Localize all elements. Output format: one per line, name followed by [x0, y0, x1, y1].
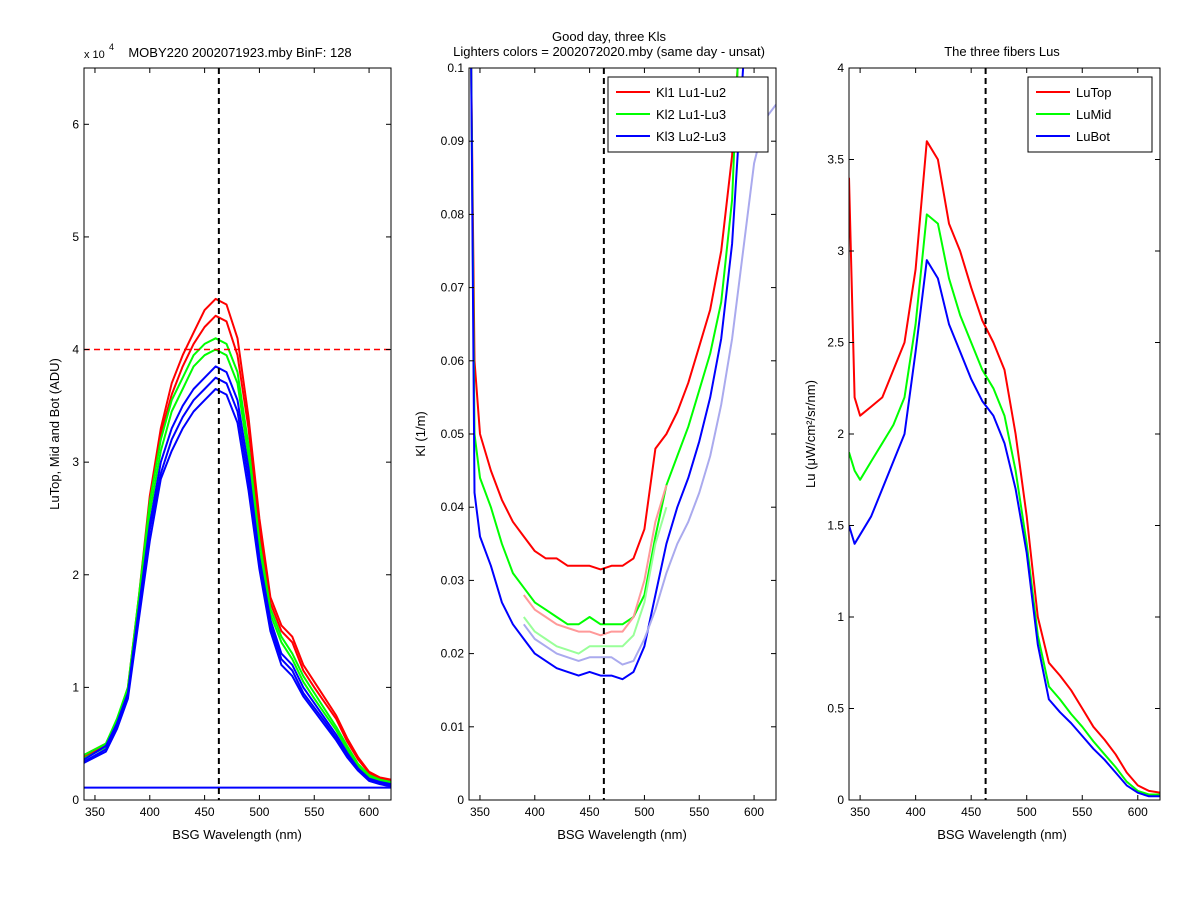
- y-tick-label: 0: [72, 793, 79, 807]
- legend-entry-label: Kl2 Lu1-Lu3: [656, 107, 726, 122]
- panel-title: Good day, three Kls: [552, 29, 666, 44]
- y-axis-label: Kl (1/m): [413, 411, 428, 457]
- y-tick-label: 3.5: [827, 153, 844, 167]
- y-tick-label: 5: [72, 230, 79, 244]
- y-tick-label: 0.01: [441, 720, 465, 734]
- y-tick-label: 6: [72, 117, 79, 131]
- exponent-label: x 10: [84, 49, 105, 61]
- y-tick-label: 0.05: [441, 427, 465, 441]
- y-tick-label: 0.06: [441, 354, 465, 368]
- x-tick-label: 400: [140, 805, 160, 819]
- x-tick-label: 450: [961, 805, 981, 819]
- y-tick-label: 1: [837, 610, 844, 624]
- legend-entry-label: LuMid: [1076, 107, 1111, 122]
- figure-background: [0, 0, 1200, 900]
- y-tick-label: 0.03: [441, 573, 465, 587]
- y-tick-label: 0.02: [441, 647, 465, 661]
- panel-subtitle: Lighters colors = 2002072020.mby (same d…: [453, 44, 765, 59]
- y-tick-label: 0: [457, 793, 464, 807]
- y-axis-label: LuTop, Mid and Bot (ADU): [47, 358, 62, 510]
- y-tick-label: 4: [72, 343, 79, 357]
- y-tick-label: 0: [837, 793, 844, 807]
- figure: MOBY220 2002071923.mby BinF: 128 x 10 4 …: [0, 0, 1200, 900]
- x-tick-label: 350: [470, 805, 490, 819]
- y-tick-label: 0.07: [441, 281, 465, 295]
- y-axis-label: Lu (μW/cm²/sr/nm): [803, 380, 818, 488]
- legend-entry-label: Kl3 Lu2-Lu3: [656, 129, 726, 144]
- panel-title: MOBY220 2002071923.mby BinF: 128: [128, 45, 351, 60]
- y-tick-label: 0.5: [827, 702, 844, 716]
- x-tick-label: 600: [1128, 805, 1148, 819]
- y-tick-label: 4: [837, 61, 844, 75]
- legend: Kl1 Lu1-Lu2 Kl2 Lu1-Lu3 Kl3 Lu2-Lu3: [608, 77, 768, 152]
- y-tick-label: 2.5: [827, 336, 844, 350]
- x-tick-label: 500: [1017, 805, 1037, 819]
- legend-entry-label: Kl1 Lu1-Lu2: [656, 85, 726, 100]
- y-tick-label: 2: [837, 427, 844, 441]
- x-tick-label: 550: [1072, 805, 1092, 819]
- x-tick-label: 550: [304, 805, 324, 819]
- x-tick-label: 400: [906, 805, 926, 819]
- y-tick-label: 0.1: [447, 61, 464, 75]
- panel-title: The three fibers Lus: [944, 44, 1060, 59]
- y-tick-label: 3: [837, 244, 844, 258]
- y-tick-label: 1: [72, 680, 79, 694]
- x-tick-label: 600: [359, 805, 379, 819]
- y-tick-label: 1.5: [827, 519, 844, 533]
- x-tick-label: 500: [249, 805, 269, 819]
- x-tick-label: 600: [744, 805, 764, 819]
- x-tick-label: 450: [580, 805, 600, 819]
- x-axis-label: BSG Wavelength (nm): [937, 827, 1067, 842]
- legend-entry-label: LuTop: [1076, 85, 1111, 100]
- y-tick-label: 2: [72, 568, 79, 582]
- y-tick-label: 3: [72, 455, 79, 469]
- y-tick-label: 0.09: [441, 134, 465, 148]
- legend-entry-label: LuBot: [1076, 129, 1110, 144]
- x-tick-label: 350: [850, 805, 870, 819]
- x-axis-label: BSG Wavelength (nm): [172, 827, 302, 842]
- x-tick-label: 450: [195, 805, 215, 819]
- x-axis-label: BSG Wavelength (nm): [557, 827, 687, 842]
- legend: LuTop LuMid LuBot: [1028, 77, 1152, 152]
- x-tick-label: 550: [689, 805, 709, 819]
- y-tick-label: 0.04: [441, 500, 465, 514]
- x-tick-label: 500: [634, 805, 654, 819]
- exponent-power: 4: [109, 42, 114, 52]
- x-tick-label: 350: [85, 805, 105, 819]
- y-tick-label: 0.08: [441, 207, 465, 221]
- x-tick-label: 400: [525, 805, 545, 819]
